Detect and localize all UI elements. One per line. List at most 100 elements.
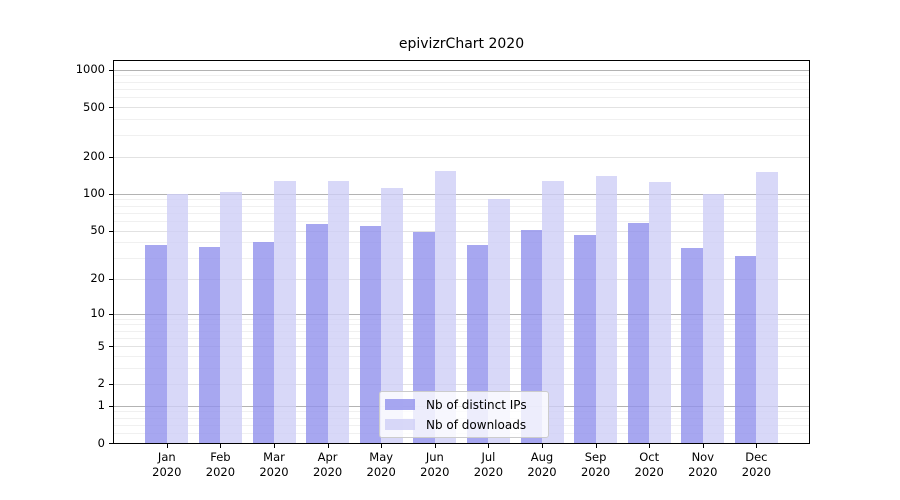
bar-distinct-ips-apr <box>306 223 328 443</box>
gridline-30 <box>114 257 809 259</box>
x-tick <box>649 444 651 448</box>
bar-downloads-mar <box>274 181 296 443</box>
gridline-40 <box>114 242 809 244</box>
y-tick-label-5: 5 <box>97 338 105 353</box>
bar-downloads-jan <box>166 193 189 443</box>
gridline-600 <box>114 97 809 99</box>
x-tick-label-nov: Nov 2020 <box>688 450 718 479</box>
bar-downloads-jun <box>434 170 457 443</box>
y-tick <box>109 443 113 444</box>
plot-area <box>113 60 810 444</box>
gridline-80 <box>114 205 809 207</box>
gridline-500 <box>114 107 809 109</box>
y-tick-label-20: 20 <box>90 271 105 285</box>
y-tick <box>109 107 113 109</box>
gridline-200 <box>114 156 809 158</box>
gridline-70 <box>114 212 809 214</box>
x-tick-label-jan: Jan 2020 <box>152 450 182 479</box>
x-tick <box>381 444 383 448</box>
bar-downloads-jul <box>488 199 510 443</box>
x-tick-label-feb: Feb 2020 <box>205 450 236 479</box>
y-tick-label-50: 50 <box>90 223 105 238</box>
y-tick <box>109 278 113 280</box>
bar-distinct-ips-jun <box>413 231 435 443</box>
bar-downloads-nov <box>702 193 725 443</box>
x-tick-label-mar: Mar 2020 <box>259 450 289 479</box>
y-tick-label-1: 1 <box>97 398 105 413</box>
bar-distinct-ips-aug <box>520 229 542 443</box>
gridline-10 <box>114 313 809 315</box>
gridline-60 <box>114 220 809 222</box>
bar-downloads-aug <box>542 181 564 443</box>
y-tick-label-0: 0 <box>97 435 105 450</box>
gridline-8 <box>114 324 809 326</box>
gridline-9 <box>114 318 809 320</box>
bar-downloads-sep <box>595 176 618 443</box>
x-tick <box>434 444 436 448</box>
y-tick <box>109 346 113 348</box>
bar-distinct-ips-jan <box>145 245 167 443</box>
bar-distinct-ips-oct <box>627 222 650 443</box>
bar-downloads-oct <box>649 182 671 443</box>
legend-item-distinct-ips: Nb of distinct IPs <box>385 398 538 412</box>
bar-downloads-dec <box>756 171 778 443</box>
bar-distinct-ips-mar <box>252 242 274 443</box>
y-tick <box>109 69 113 71</box>
bar-distinct-ips-sep <box>574 235 596 443</box>
x-tick-label-aug: Aug 2020 <box>527 450 557 479</box>
gridline-800 <box>114 81 809 83</box>
y-tick <box>109 313 113 315</box>
legend: Nb of distinct IPs Nb of downloads <box>379 391 549 438</box>
x-tick <box>274 444 275 448</box>
gridline-20 <box>114 278 809 280</box>
y-tick <box>109 230 113 232</box>
gridline-4 <box>114 356 809 357</box>
bar-distinct-ips-nov <box>681 247 703 443</box>
y-tick <box>109 405 113 407</box>
x-tick-label-apr: Apr 2020 <box>312 450 343 479</box>
x-tick-label-dec: Dec 2020 <box>741 450 772 479</box>
bar-distinct-ips-may <box>359 225 382 443</box>
chart-title: epivizrChart 2020 <box>398 36 525 52</box>
gridline-5 <box>114 346 809 348</box>
gridline-3 <box>114 368 809 370</box>
gridline-2 <box>114 383 809 385</box>
x-tick <box>166 444 168 448</box>
y-tick-label-100: 100 <box>83 186 105 201</box>
y-tick-label-1000: 1000 <box>75 62 105 77</box>
gridline-50 <box>114 230 809 232</box>
gridline-1000 <box>114 69 809 71</box>
legend-swatch-downloads <box>385 419 415 430</box>
y-tick <box>109 193 113 195</box>
y-tick-label-200: 200 <box>83 149 105 163</box>
gridline-700 <box>114 89 809 90</box>
gridline-90 <box>114 199 809 201</box>
legend-label-downloads: Nb of downloads <box>426 417 527 432</box>
y-tick <box>109 383 113 385</box>
gridline-900 <box>114 75 809 77</box>
gridline-300 <box>114 134 809 136</box>
bar-distinct-ips-feb <box>198 246 221 443</box>
legend-label-distinct-ips: Nb of distinct IPs <box>426 397 527 412</box>
y-tick-label-2: 2 <box>97 376 105 391</box>
bar-downloads-may <box>381 188 403 443</box>
x-tick-label-oct: Oct 2020 <box>634 450 664 479</box>
y-tick <box>109 156 113 158</box>
x-tick <box>488 444 490 448</box>
legend-item-downloads: Nb of downloads <box>385 418 538 432</box>
x-tick <box>327 444 329 448</box>
x-tick-label-jul: Jul 2020 <box>473 450 504 479</box>
gridline-7 <box>114 330 809 332</box>
x-tick-label-sep: Sep 2020 <box>580 450 611 479</box>
x-tick <box>756 444 758 448</box>
x-tick <box>542 444 543 448</box>
gridline-6 <box>114 337 809 339</box>
legend-swatch-distinct-ips <box>385 399 415 410</box>
x-tick <box>220 444 222 448</box>
gridline-400 <box>114 119 809 121</box>
y-tick-label-10: 10 <box>90 306 105 320</box>
x-tick-label-jun: Jun 2020 <box>420 450 450 479</box>
y-tick-label-500: 500 <box>83 99 105 114</box>
x-tick <box>595 444 597 448</box>
